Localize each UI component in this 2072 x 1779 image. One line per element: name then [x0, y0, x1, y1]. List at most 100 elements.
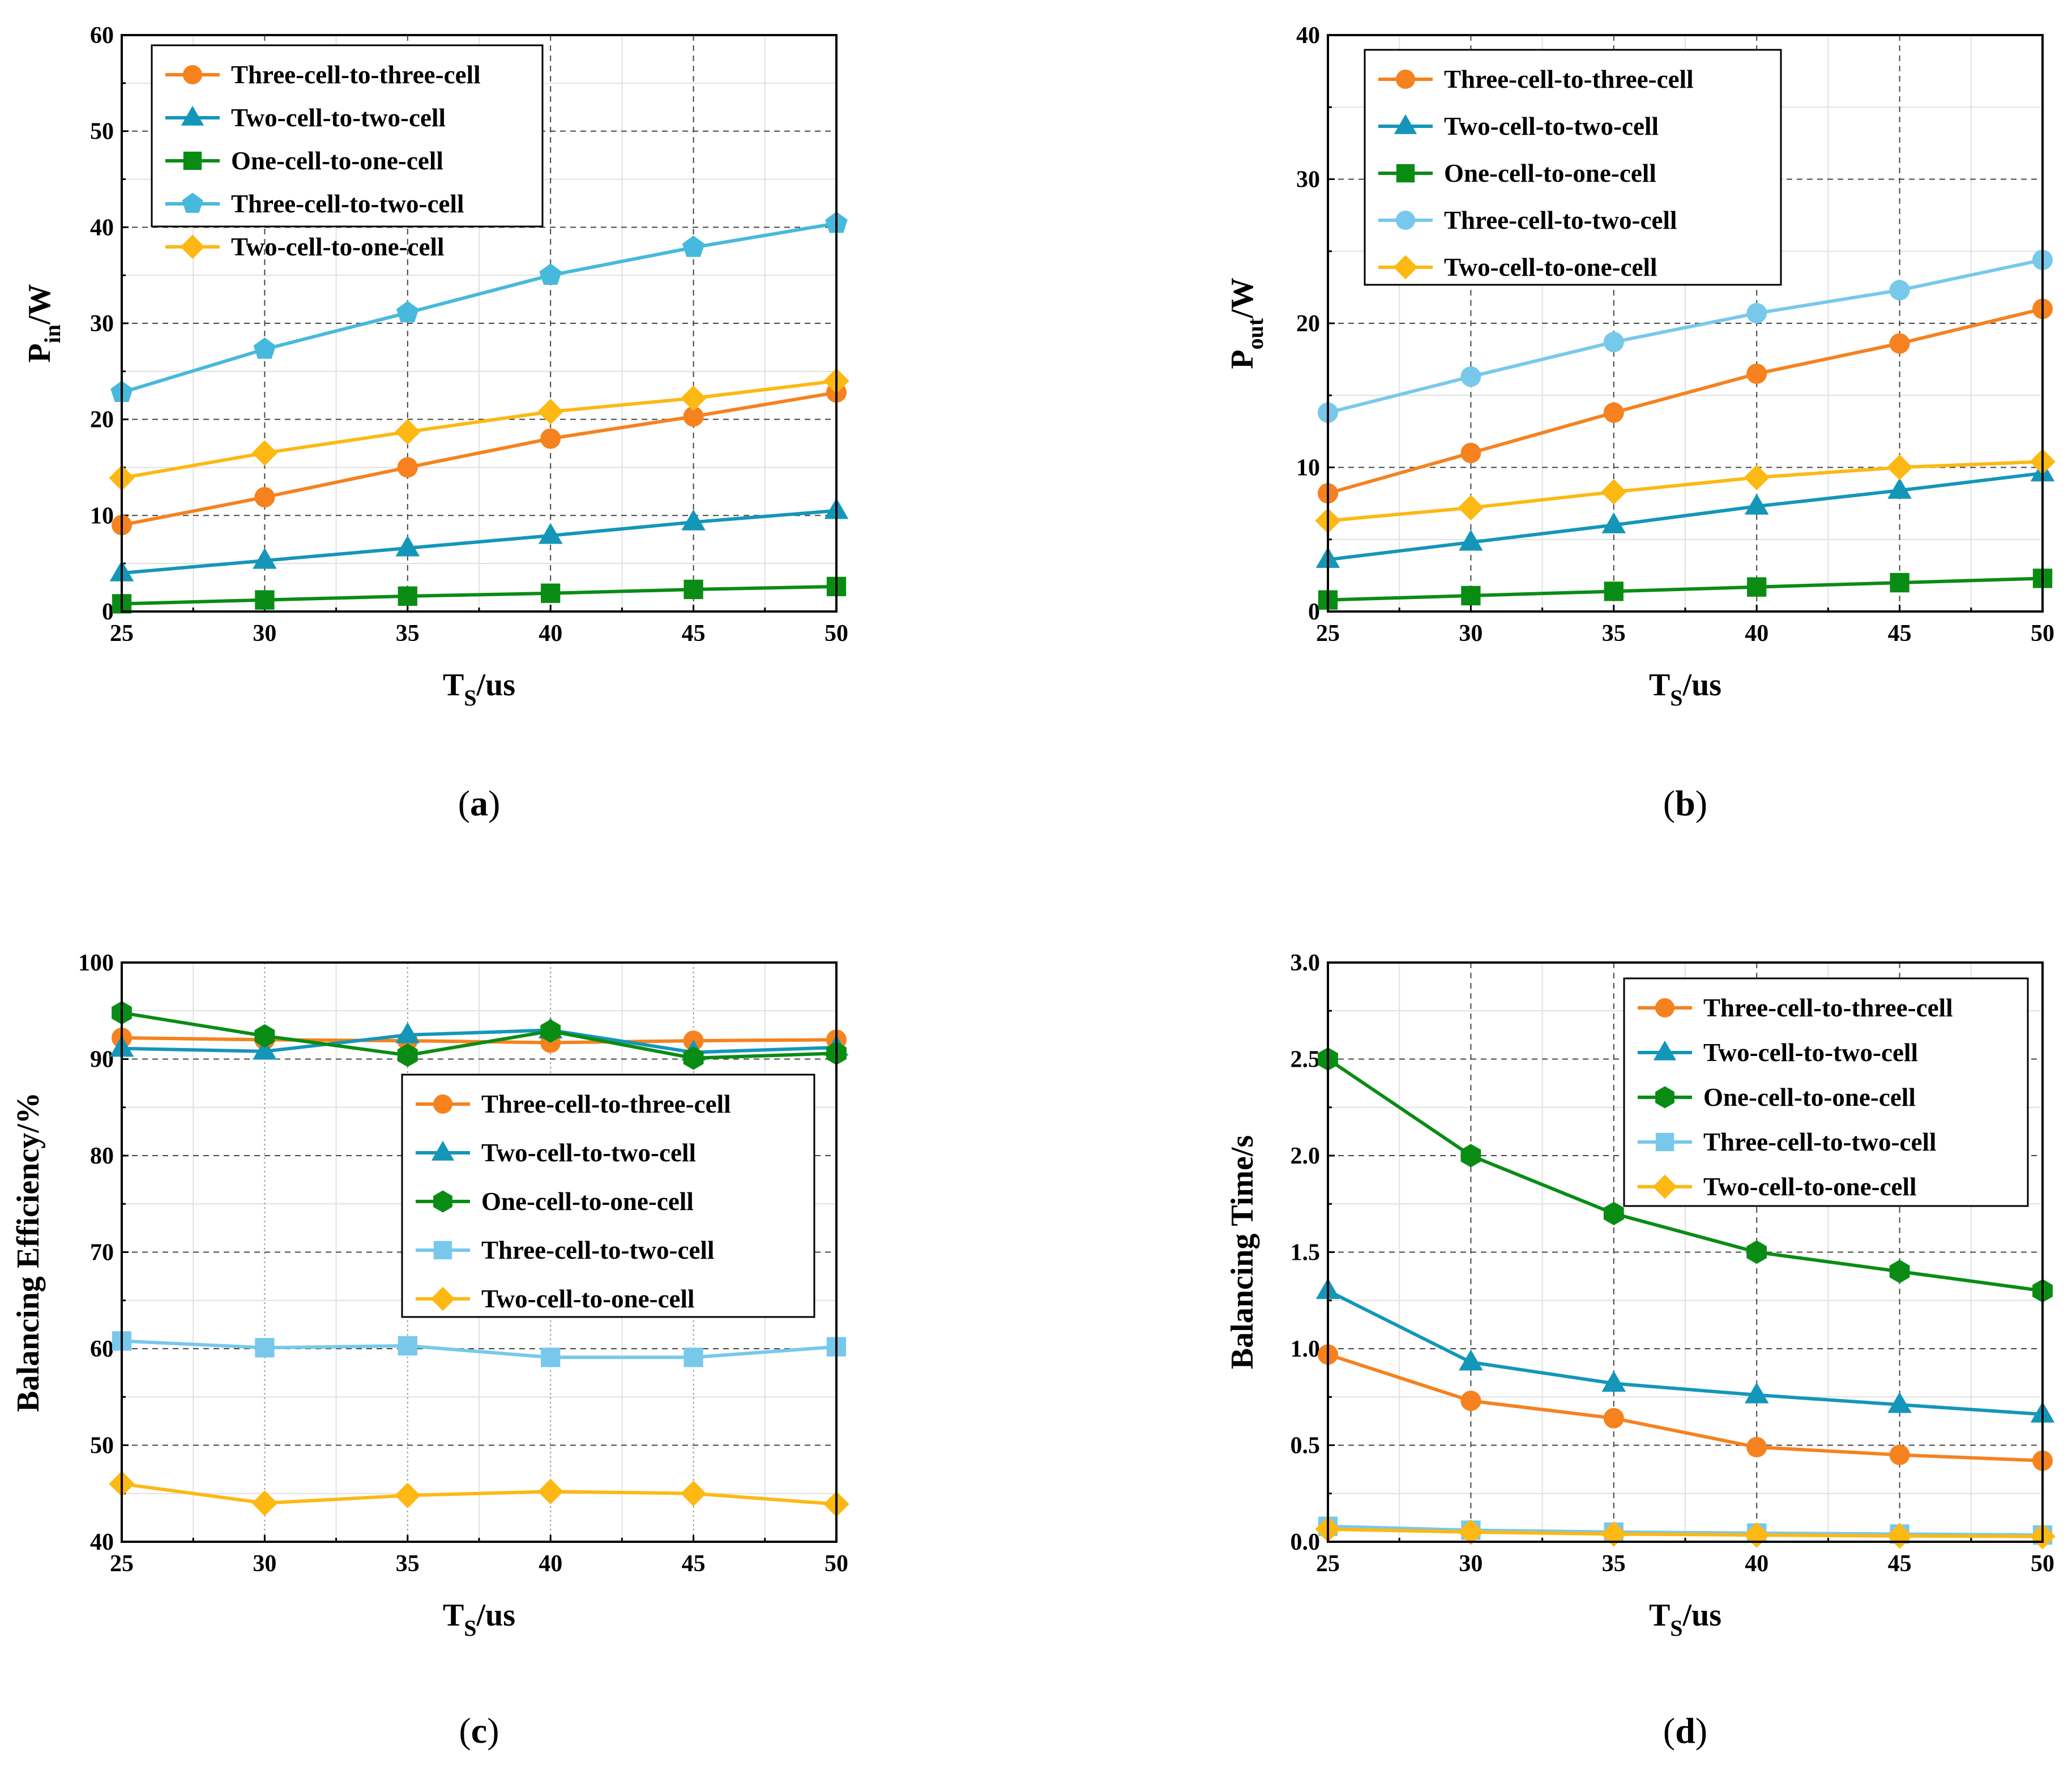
series-two-cell-to-one-cell	[109, 368, 849, 491]
series-line	[1327, 1289, 2043, 1416]
data-point	[1889, 280, 1910, 301]
data-point	[253, 337, 276, 359]
series-line	[121, 221, 837, 395]
panel-label: (a)	[458, 783, 501, 823]
legend-marker	[433, 1094, 452, 1114]
data-point	[683, 579, 703, 600]
data-point	[1601, 479, 1627, 505]
data-point	[539, 263, 562, 285]
x-axis-title-sub: S	[464, 685, 476, 711]
legend-box	[1364, 49, 1782, 286]
legend-marker	[182, 193, 203, 213]
legend-label: Two-cell-to-one-cell	[231, 233, 445, 261]
legend-label: Three-cell-to-two-cell	[1703, 1128, 1936, 1156]
data-point	[1458, 1519, 1484, 1545]
data-point	[395, 1482, 421, 1508]
x-axis-title-main: T	[1649, 1598, 1670, 1633]
legend-marker	[181, 105, 204, 126]
series-two-cell-to-two-cell	[1315, 460, 2055, 568]
y-tick-label: 10	[1296, 455, 1320, 481]
data-point	[1458, 495, 1484, 521]
series-line	[121, 1482, 837, 1506]
axis-ticks: 25 30 35 40 45 50 0.0 0.5 1.0 1.5 2.0 2.5 3.0	[1291, 950, 2055, 1577]
series-two-cell-to-one-cell	[109, 1471, 849, 1517]
x-tick-label: 35	[1602, 621, 1626, 647]
axis-ticks: 25 30 35 40 45 50 0 10 20 30 40	[1296, 23, 2054, 647]
x-tick-label: 30	[253, 1551, 276, 1577]
data-point	[395, 535, 420, 557]
y-tick-label: 0.0	[1291, 1529, 1321, 1555]
y-axis-title: Balancing Efficiency/%	[11, 1092, 46, 1412]
x-tick-label: 50	[2031, 1551, 2054, 1577]
data-point	[681, 509, 706, 531]
data-point	[680, 1481, 707, 1507]
series-line	[1327, 307, 2043, 495]
series-line	[1327, 1527, 2043, 1538]
legend-label: Three-cell-to-two-cell	[481, 1236, 714, 1264]
y-axis-title-main: Balancing Efficiency/%	[11, 1092, 46, 1412]
plot-frame	[1327, 961, 2044, 1543]
legend-box	[1623, 977, 2029, 1207]
legend-label: One-cell-to-one-cell	[481, 1187, 694, 1216]
series-line	[121, 1339, 837, 1359]
series-line	[121, 1028, 837, 1054]
data-point	[538, 523, 563, 544]
y-tick-label: 50	[90, 1433, 114, 1459]
panel-label-close: )	[488, 783, 500, 823]
data-point	[397, 457, 418, 478]
x-tick-label: 45	[682, 621, 706, 647]
legend-marker	[1652, 1174, 1677, 1199]
x-tick-label: 40	[539, 1551, 562, 1577]
legend-marker	[1396, 164, 1415, 183]
y-tick-label: 1.5	[1291, 1240, 1321, 1266]
y-axis-title-main: P	[22, 343, 57, 362]
y-tick-label: 1.0	[1291, 1336, 1321, 1362]
legend: Three-cell-to-three-cell Two-cell-to-two-…	[151, 44, 544, 261]
data-point	[1459, 529, 1483, 551]
legend-label: One-cell-to-one-cell	[1444, 159, 1656, 187]
data-point	[1746, 303, 1767, 324]
y-tick-label: 2.0	[1291, 1143, 1321, 1169]
data-point	[251, 1490, 278, 1516]
data-point	[253, 548, 277, 569]
data-point	[397, 1043, 418, 1067]
x-tick-label: 25	[1316, 1551, 1340, 1577]
x-tick-label: 25	[110, 1551, 134, 1577]
x-axis-title: TS/us	[443, 668, 515, 711]
data-point	[1601, 1370, 1626, 1392]
series-one-cell-to-one-cell	[112, 1000, 847, 1070]
data-point	[1604, 581, 1624, 601]
y-axis-title-main: Balancing Time/s	[1225, 1135, 1260, 1369]
data-point	[1890, 572, 1909, 593]
y-axis-title: Pin/W	[22, 284, 65, 362]
legend-label: Three-cell-to-two-cell	[1444, 206, 1677, 234]
y-tick-label: 0	[102, 599, 114, 625]
legend-label: Two-cell-to-two-cell	[231, 104, 446, 132]
y-tick-label: 10	[90, 503, 114, 529]
x-tick-label: 45	[1888, 1551, 1912, 1577]
data-point	[1746, 1436, 1767, 1457]
series-line	[121, 584, 837, 606]
series-line	[121, 1011, 837, 1060]
series-one-cell-to-one-cell	[1318, 1047, 2053, 1303]
panel-label-close: )	[487, 1710, 499, 1751]
y-tick-label: 0	[1308, 599, 1320, 625]
data-point	[1887, 1392, 1912, 1413]
x-tick-label: 50	[824, 621, 848, 647]
data-point	[398, 586, 417, 606]
x-tick-label: 30	[1459, 621, 1483, 647]
axis-ticks: 25 30 35 40 45 50 40 50 60 70 80 90 100	[78, 950, 848, 1577]
y-tick-label: 20	[90, 407, 114, 433]
legend-label: Three-cell-to-three-cell	[231, 61, 481, 89]
legend-marker	[430, 1286, 455, 1311]
panel-label-open: (	[1663, 783, 1675, 823]
series-line	[1327, 1353, 2043, 1462]
legend-marker	[1394, 114, 1417, 134]
data-point	[1601, 1521, 1627, 1547]
data-point	[1603, 1408, 1624, 1429]
plot-frame	[1327, 34, 2044, 613]
data-point	[1603, 402, 1624, 423]
data-point	[396, 301, 419, 323]
data-point	[1746, 1240, 1767, 1264]
series-line	[1327, 1524, 2043, 1537]
